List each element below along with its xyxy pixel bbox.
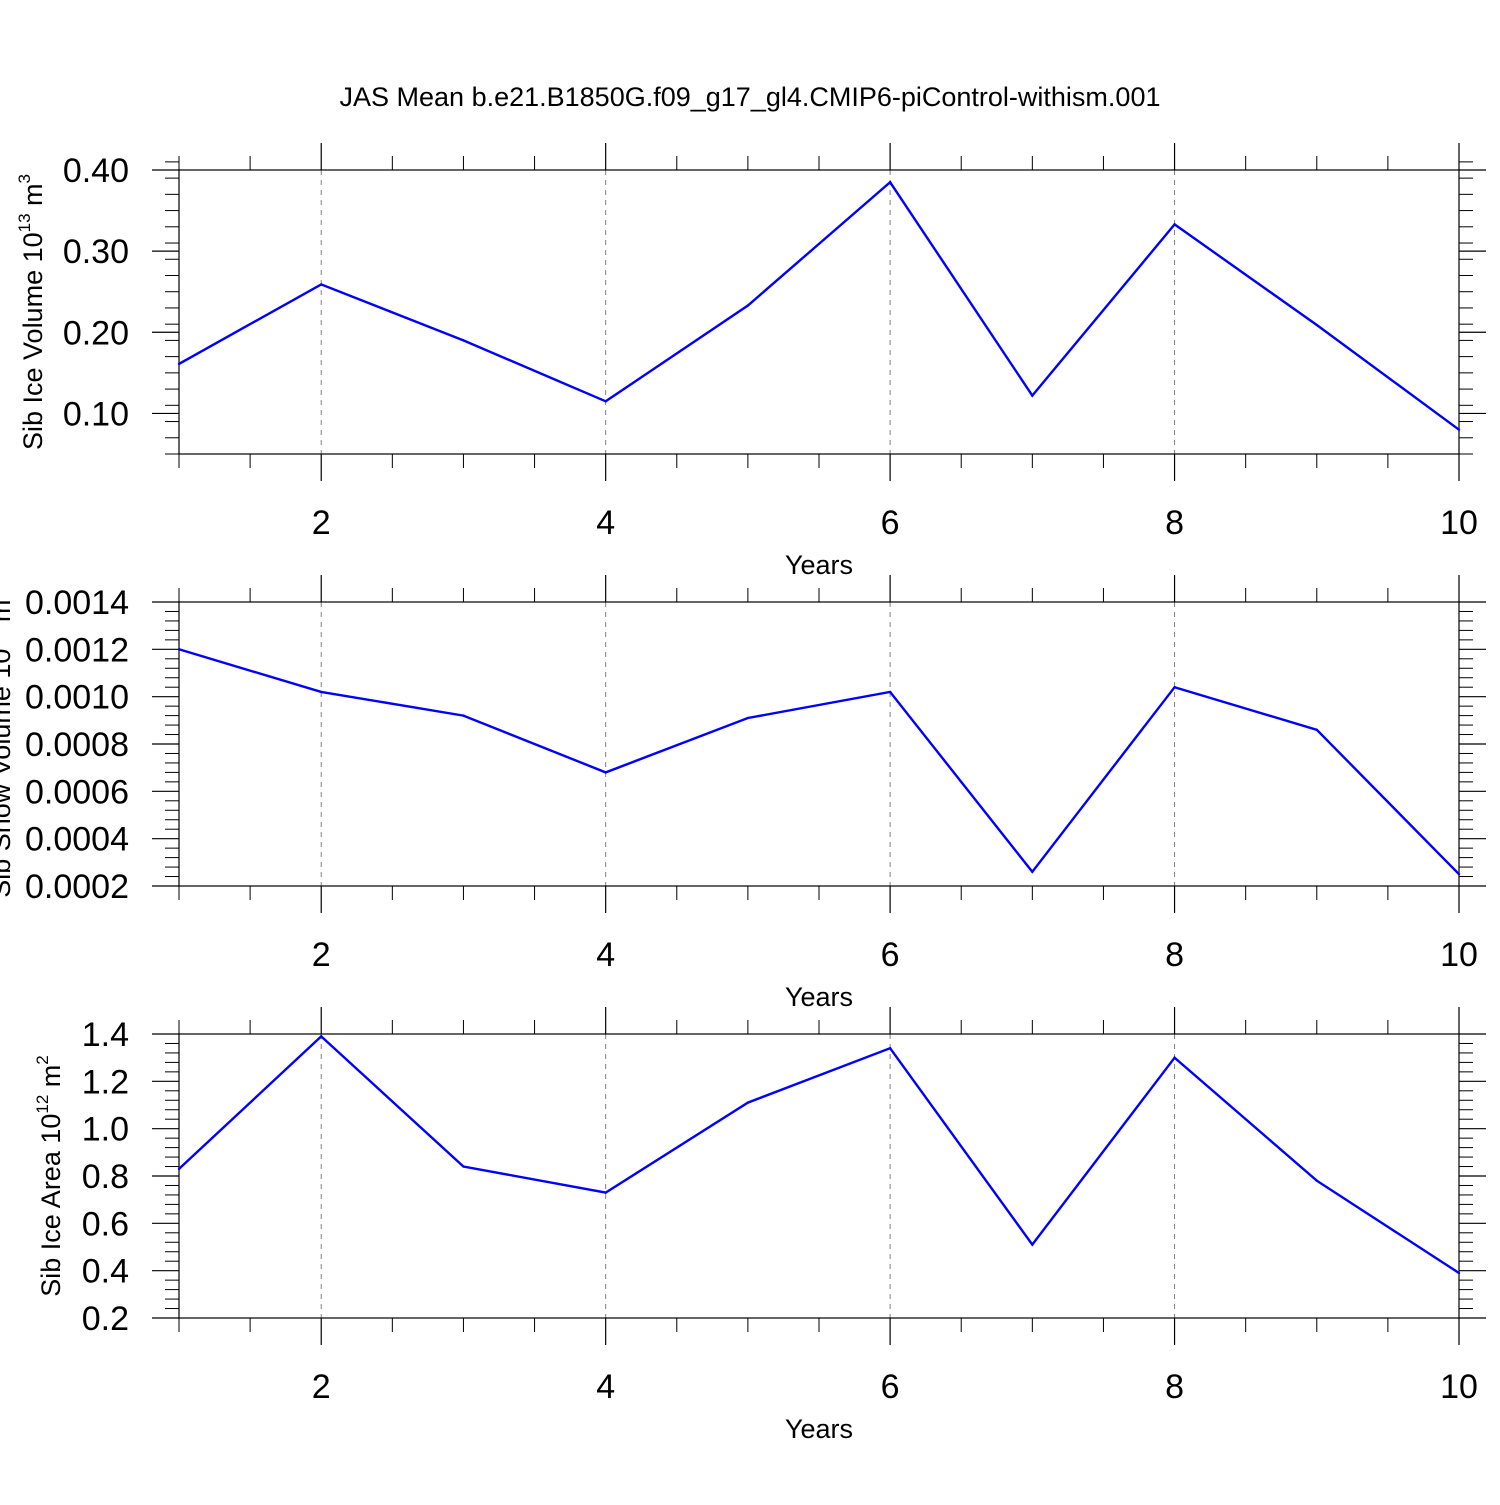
y-tick-label: 0.0012 [25, 631, 129, 669]
data-point [1031, 870, 1034, 873]
y-axis-title: Sib Ice Volume 1013 m3 [15, 174, 48, 450]
data-point [177, 362, 181, 366]
data-point [320, 1035, 323, 1038]
y-tick-label: 0.6 [82, 1205, 129, 1243]
x-tick-label: 8 [1165, 936, 1184, 974]
y-axis-title-superscript: 3 [15, 174, 34, 183]
x-tick-label: 8 [1165, 504, 1184, 542]
x-tick-label: 10 [1440, 936, 1478, 974]
y-axis-title-superscript: 13 [0, 630, 2, 649]
data-point [746, 1101, 750, 1104]
data-point [320, 283, 323, 286]
x-axis-title: Years [785, 1414, 853, 1444]
y-axis-title-text: Sib Ice Area 10 [36, 1114, 66, 1297]
data-point [1173, 686, 1176, 689]
data-point [888, 180, 892, 184]
data-point [1315, 323, 1318, 327]
x-tick-label: 6 [881, 504, 900, 542]
y-axis-title-superscript: 2 [33, 1055, 52, 1064]
data-point [1457, 428, 1461, 431]
data-point [888, 1047, 892, 1050]
y-tick-label: 0.2 [82, 1300, 129, 1338]
y-tick-label: 0.20 [63, 314, 129, 352]
data-point [604, 400, 607, 403]
y-tick-label: 1.2 [82, 1063, 129, 1101]
data-point [177, 648, 181, 651]
data-point [462, 339, 465, 342]
plot-frame [178, 169, 1460, 455]
y-axis-title-text: m [36, 1065, 66, 1095]
x-axis-title: Years [785, 982, 853, 1012]
x-tick-label: 2 [312, 936, 331, 974]
y-axis-title: Sib Ice Area 1012 m2 [33, 1055, 66, 1297]
y-tick-label: 1.0 [82, 1111, 129, 1149]
x-tick-label: 10 [1440, 1368, 1478, 1406]
data-point [1173, 223, 1176, 226]
panel-1: 2 4 6 8 10 0.10 0.20 0.30 0.40 Years Sib Ice Volum… [15, 143, 1486, 580]
y-tick-label: 0.10 [63, 395, 129, 433]
y-axis-title: Sib Snow Volume 1013 m3 [0, 590, 16, 898]
x-tick-label: 4 [596, 504, 615, 542]
y-tick-label: 0.0014 [25, 584, 129, 622]
y-axis-title-text: Sib Snow Volume 10 [0, 649, 16, 898]
data-point [1315, 1179, 1318, 1182]
x-tick-label: 4 [596, 1368, 615, 1406]
panels: 2 4 6 8 10 0.10 0.20 0.30 0.40 Years Sib Ice Volum… [0, 143, 1486, 1444]
series-line [179, 180, 1459, 431]
x-axis-title: Years [785, 550, 853, 580]
y-tick-label: 0.8 [82, 1158, 129, 1196]
data-point [462, 1165, 465, 1168]
y-axis-title-text: m [18, 183, 48, 213]
y-axis-title-superscript: 3 [0, 590, 2, 599]
x-tick-label: 6 [881, 1368, 900, 1406]
y-axis-title-text: Sib Ice Volume 10 [18, 232, 48, 450]
y-tick-label: 1.4 [82, 1016, 129, 1054]
data-point [604, 771, 607, 774]
panel-2: 2 4 6 8 10 0.0002 0.0004 0.0006 0.0008 0.0010 0.00… [0, 575, 1486, 1012]
y-tick-label: 0.0010 [25, 679, 129, 717]
x-tick-label: 2 [312, 504, 331, 542]
y-axis-title-superscript: 12 [33, 1095, 52, 1114]
y-axis-title-superscript: 13 [15, 213, 34, 232]
x-tick-label: 2 [312, 1368, 331, 1406]
series-line [179, 648, 1459, 876]
data-point [604, 1191, 607, 1194]
x-tick-label: 8 [1165, 1368, 1184, 1406]
data-point [888, 690, 892, 694]
data-point [1457, 872, 1461, 876]
data-point [320, 690, 323, 694]
data-point [746, 304, 750, 307]
y-tick-label: 0.0008 [25, 726, 129, 764]
data-point [746, 716, 750, 720]
data-point [1457, 1271, 1461, 1275]
data-point [462, 714, 465, 717]
y-tick-label: 0.0006 [25, 773, 129, 811]
data-point [1173, 1056, 1176, 1059]
figure-title: JAS Mean b.e21.B1850G.f09_g17_gl4.CMIP6-… [340, 82, 1161, 112]
y-tick-label: 0.40 [63, 152, 129, 190]
x-tick-label: 6 [881, 936, 900, 974]
data-point [1315, 728, 1318, 731]
y-tick-label: 0.0004 [25, 821, 129, 859]
series-line [179, 1034, 1459, 1275]
y-tick-label: 0.4 [82, 1253, 129, 1291]
y-tick-label: 0.0002 [25, 868, 129, 906]
panel-3: 2 4 6 8 10 0.2 0.4 0.6 0.8 1.0 1.2 1.4 Years Sib Ice … [33, 1007, 1486, 1444]
data-point [1031, 1243, 1034, 1246]
x-tick-label: 10 [1440, 504, 1478, 542]
data-point [177, 1167, 181, 1171]
y-tick-label: 0.30 [63, 233, 129, 271]
plot-frame [178, 601, 1460, 887]
y-axis-title-text: m [0, 600, 16, 630]
data-point [1031, 394, 1034, 397]
x-tick-label: 4 [596, 936, 615, 974]
